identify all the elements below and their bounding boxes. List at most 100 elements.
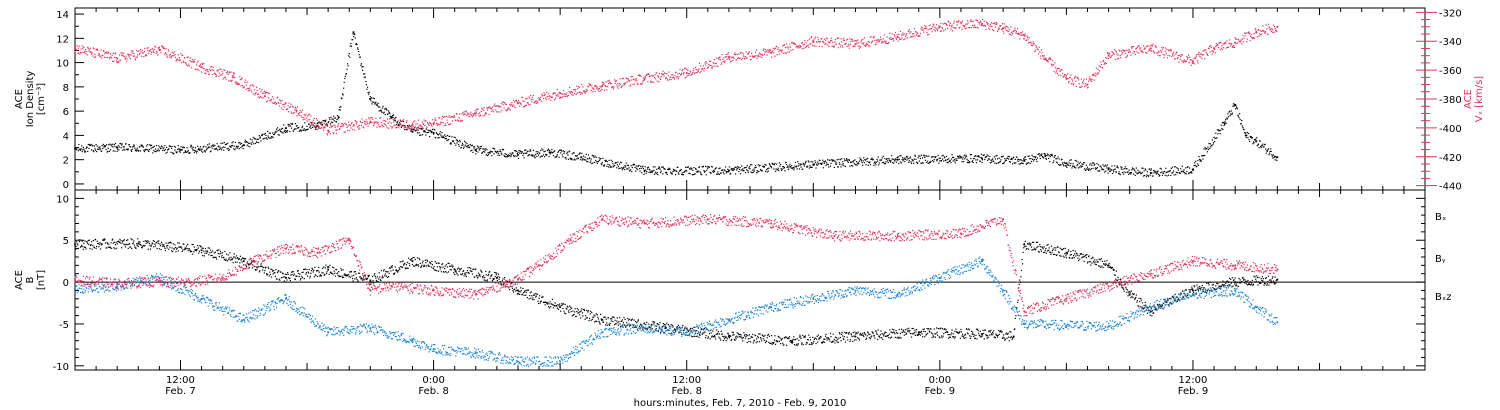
bx-series-sample: [151, 244, 153, 246]
bx-series-sample: [290, 271, 293, 273]
velocity-series-sample: [374, 121, 376, 124]
density-series-sample: [657, 174, 659, 176]
density-series-sample: [600, 163, 602, 165]
density-series-sample: [573, 158, 576, 160]
velocity-series-sample: [1197, 62, 1199, 64]
velocity-series-sample: [509, 103, 511, 106]
velocity-series-sample: [1162, 47, 1165, 49]
density-series-sample: [1258, 147, 1260, 149]
density-series-sample: [366, 88, 368, 90]
velocity-series-sample: [742, 52, 744, 54]
velocity-series-sample: [329, 127, 331, 129]
velocity-series-sample: [1081, 81, 1084, 84]
density-series-sample: [694, 173, 696, 175]
velocity-series-sample: [1201, 54, 1204, 56]
density-series-sample: [258, 135, 260, 137]
velocity-series-sample: [419, 128, 421, 130]
density-series-sample: [1030, 160, 1033, 163]
density-series-sample: [1250, 136, 1252, 138]
density-series-sample: [562, 150, 565, 152]
density-series-sample: [512, 154, 515, 157]
density-series-sample: [824, 160, 827, 162]
density-series-sample: [456, 139, 459, 141]
velocity-series-sample: [118, 61, 120, 63]
density-series-sample: [1275, 155, 1277, 158]
density-series-sample: [179, 151, 182, 153]
density-series-sample: [628, 167, 630, 169]
density-series-sample: [343, 81, 345, 83]
velocity-series-sample: [603, 83, 605, 85]
velocity-series-sample: [945, 23, 948, 25]
velocity-series-sample: [371, 118, 374, 120]
velocity-series-sample: [496, 105, 499, 107]
velocity-series-sample: [219, 74, 222, 76]
velocity-series-sample: [953, 22, 955, 24]
density-series-sample: [662, 166, 665, 168]
density-series-sample: [1209, 147, 1211, 149]
velocity-series-sample: [486, 109, 489, 111]
density-series-sample: [602, 157, 604, 159]
density-series-sample: [294, 128, 296, 130]
density-series-sample: [146, 145, 148, 147]
bx-series-point: [242, 260, 245, 263]
velocity-series-sample: [346, 126, 348, 129]
density-series-sample: [1159, 174, 1161, 176]
density-series-sample: [755, 166, 757, 168]
density-series-sample: [850, 165, 853, 167]
velocity-series-sample: [767, 49, 769, 51]
velocity-series-sample: [929, 24, 932, 26]
density-series-sample: [127, 148, 129, 150]
velocity-series-sample: [1262, 30, 1265, 32]
density-series-sample: [829, 159, 831, 161]
density-series-sample: [437, 134, 440, 136]
velocity-series-sample: [499, 111, 501, 113]
density-series-sample: [354, 37, 356, 39]
density-series-sample: [533, 156, 535, 158]
velocity-series-sample: [1225, 47, 1227, 49]
velocity-series-sample: [1211, 50, 1213, 52]
bx-series-sample: [284, 276, 286, 278]
velocity-series-sample: [1065, 75, 1068, 77]
density-series-sample: [747, 171, 749, 173]
bx-series-sample: [299, 273, 301, 275]
density-series-sample: [841, 164, 843, 166]
bx-series-sample: [232, 257, 234, 260]
velocity-series-sample: [657, 76, 660, 78]
velocity-series-sample: [1112, 51, 1114, 54]
velocity-series-sample: [1031, 43, 1033, 45]
bx-series-sample: [132, 242, 134, 244]
density-series-sample: [1241, 119, 1243, 122]
density-series-sample: [96, 145, 98, 147]
density-series-sample: [836, 159, 838, 161]
density-series-sample: [1139, 171, 1141, 173]
density-series-sample: [1133, 168, 1135, 170]
velocity-series-sample: [1273, 31, 1275, 33]
velocity-series-sample: [190, 61, 192, 63]
density-series-sample: [486, 154, 489, 157]
density-series-sample: [162, 149, 164, 151]
bx-series-sample: [317, 270, 319, 272]
density-series-sample: [1051, 153, 1053, 155]
density-series-sample: [331, 118, 333, 120]
density-series-sample: [1118, 171, 1120, 173]
velocity-series-sample: [108, 52, 110, 54]
density-series-sample: [903, 158, 905, 160]
density-series-sample: [113, 146, 115, 148]
density-series-sample: [474, 149, 476, 152]
velocity-series-sample: [155, 53, 157, 55]
velocity-series-sample: [426, 126, 428, 128]
velocity-series-sample: [1101, 67, 1104, 69]
density-series-sample: [1235, 108, 1237, 110]
velocity-series-sample: [672, 74, 674, 76]
density-series-sample: [189, 151, 191, 154]
density-series-sample: [478, 148, 480, 150]
density-series-sample: [1203, 148, 1205, 150]
density-series-sample: [151, 144, 153, 147]
velocity-series-sample: [1136, 46, 1139, 49]
density-series-sample: [1029, 158, 1031, 160]
bx-series-sample: [207, 251, 209, 253]
density-series-sample: [252, 141, 254, 143]
velocity-series-sample: [340, 123, 343, 125]
velocity-series-sample: [1010, 31, 1013, 33]
velocity-series-sample: [81, 45, 83, 47]
